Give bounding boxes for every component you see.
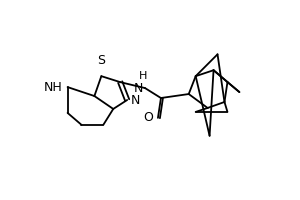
Text: N: N (131, 94, 140, 107)
Text: NH: NH (44, 81, 63, 94)
Text: H: H (139, 71, 148, 81)
Text: S: S (97, 54, 105, 67)
Text: O: O (143, 111, 153, 124)
Text: N: N (133, 82, 143, 95)
